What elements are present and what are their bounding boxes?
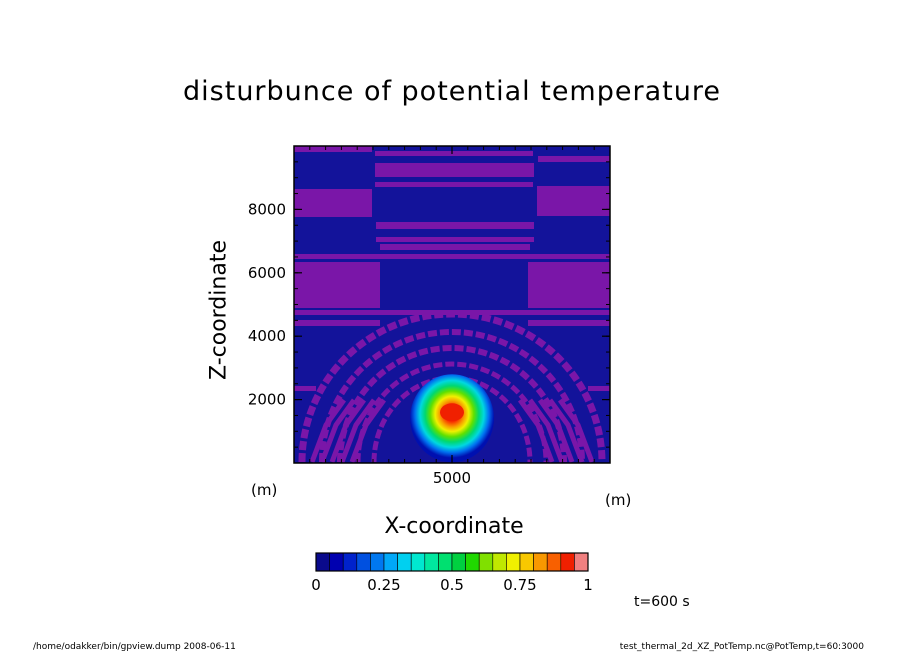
- disturbance-band: [538, 156, 610, 162]
- warm-bubble-core: [440, 403, 464, 422]
- disturbance-band: [294, 320, 380, 326]
- disturbance-band: [294, 386, 316, 391]
- plot-area: 2000 4000 6000 8000 5000: [248, 145, 611, 487]
- colorbar-cell: [574, 552, 589, 572]
- colorbar-tick-label: 0.25: [367, 576, 400, 594]
- disturbance-band: [537, 186, 610, 216]
- wave-leg: [319, 398, 357, 463]
- colorbar-cell: [519, 552, 534, 572]
- disturbance-band: [380, 244, 530, 250]
- disturbance-band: [376, 163, 534, 177]
- wave-leg: [527, 398, 565, 463]
- colorbar-frame: [315, 552, 589, 572]
- x-axis-unit: (m): [605, 491, 632, 509]
- colorbar-cell: [506, 552, 521, 572]
- wave-leg: [547, 398, 585, 463]
- colorbar-cell: [451, 552, 466, 572]
- y-tick-label: 8000: [248, 200, 286, 218]
- disturbance-band: [375, 182, 533, 187]
- wave-leg: [349, 398, 387, 463]
- colorbar-tick-label: 0.5: [440, 576, 464, 594]
- colorbar-cell: [329, 552, 344, 572]
- wave-leg: [537, 398, 575, 463]
- disturbance-band: [376, 237, 534, 242]
- disturbance-band: [588, 386, 610, 391]
- wave-front: [337, 345, 567, 463]
- disturbance-band: [375, 151, 533, 156]
- disturbance-band: [528, 320, 610, 326]
- disturbance-band: [376, 222, 534, 229]
- x-tick-label: 5000: [433, 469, 471, 487]
- colorbar-cell: [492, 552, 507, 572]
- time-label: t=600 s: [634, 594, 690, 610]
- wave-leg: [339, 398, 377, 463]
- colorbar-tick-label: 1: [583, 576, 593, 594]
- y-axis-unit: (m): [251, 481, 278, 499]
- colorbar-cell: [546, 552, 562, 572]
- colorbar-cell: [478, 552, 494, 572]
- wave-leg: [329, 398, 367, 463]
- wave-front: [298, 310, 606, 463]
- colorbar-cell: [397, 552, 412, 572]
- colorbar-cell: [560, 552, 575, 572]
- chart-title: disturbunce of potential temperature: [183, 76, 721, 107]
- footer-command: /home/odakker/bin/gpview.dump 2008-06-11: [33, 642, 236, 652]
- colorbar: 0 0.25 0.5 0.75 1: [311, 552, 593, 594]
- colorbar-cell: [370, 552, 385, 572]
- y-tick-label: 4000: [248, 327, 286, 345]
- colorbar-cell: [438, 552, 453, 572]
- colorbar-tick-label: 0: [311, 576, 321, 594]
- colorbar-cell: [465, 552, 480, 572]
- colorbar-tick-label: 0.75: [503, 576, 536, 594]
- disturbance-band: [294, 262, 380, 308]
- colorbar-cell: [383, 552, 398, 572]
- wave-leg: [309, 398, 347, 463]
- x-axis-label: X-coordinate: [384, 514, 524, 539]
- field-layer: [294, 146, 610, 463]
- disturbance-band: [528, 262, 610, 308]
- disturbance-band: [294, 254, 610, 259]
- disturbance-band: [294, 189, 372, 217]
- colorbar-cell: [410, 552, 426, 572]
- wave-leg: [557, 398, 595, 463]
- colorbar-cell: [533, 552, 548, 572]
- footer-dataset: test_thermal_2d_XZ_PotTemp.nc@PotTemp,t=…: [619, 642, 864, 652]
- wave-front: [319, 329, 585, 463]
- colorbar-cell: [424, 552, 439, 572]
- y-tick-label: 2000: [248, 391, 286, 409]
- colorbar-cell: [356, 552, 371, 572]
- colorbar-cell: [315, 552, 330, 572]
- colorbar-cell: [342, 552, 358, 572]
- disturbance-band: [294, 146, 372, 152]
- wave-leg: [517, 398, 555, 463]
- y-tick-label: 6000: [248, 264, 286, 282]
